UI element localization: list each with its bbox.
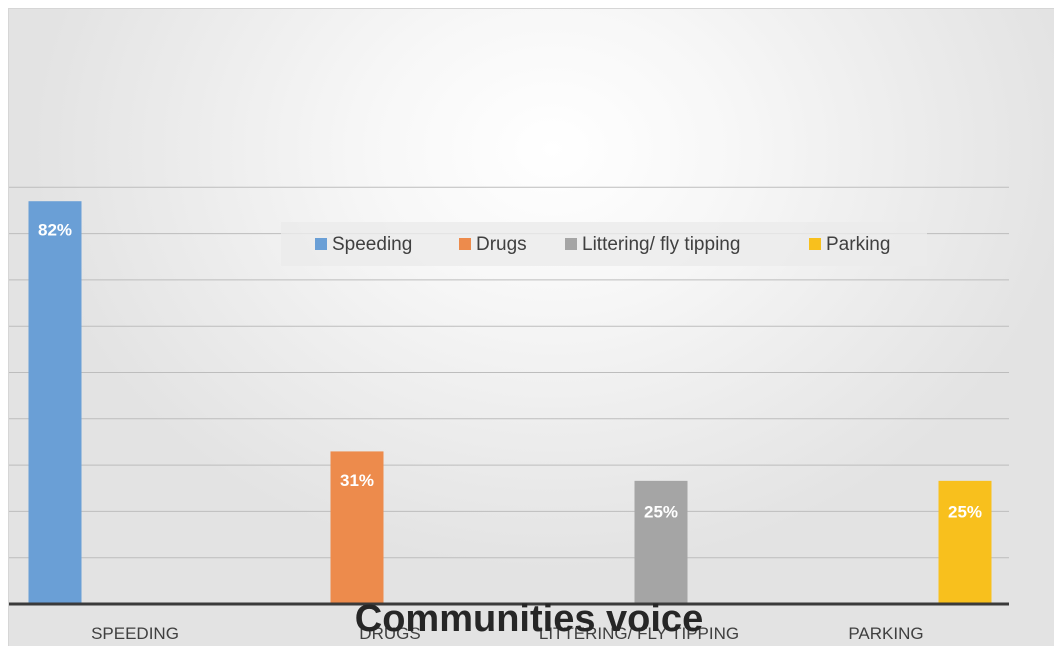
bars [28,201,992,605]
data-labels: 82% 31% 25% 25% [38,221,982,522]
legend: Speeding Drugs Littering/ fly tipping Parki… [281,222,927,266]
data-label: 25% [948,502,982,521]
x-axis-tick-labels: SPEEDING DRUGS LITTERING/ FLY TIPPING PARKI… [91,624,924,643]
legend-swatch [809,238,821,250]
legend-swatch [459,238,471,250]
x-tick-label: DRUGS [359,624,420,643]
gridlines [9,186,1009,559]
x-tick-label: SPEEDING [91,624,179,643]
data-label: 82% [38,221,72,240]
legend-label: Drugs [476,234,527,255]
bar-parking [938,480,992,605]
bar-littering-fly-tipping [634,480,688,605]
legend-swatch [565,238,577,250]
x-tick-label: LITTERING/ FLY TIPPING [539,624,739,643]
bar-chart: 82% 31% 25% 25% SPEEDING DRUGS LITTERING/ FLY… [9,186,1009,643]
legend-swatch [315,238,327,250]
bar-speeding [28,201,82,605]
data-label: 25% [644,502,678,521]
chart-title: Communities voice [355,598,703,640]
legend-label: Speeding [332,234,412,255]
x-tick-label: PARKING [848,624,923,643]
chart-frame: 82% 31% 25% 25% SPEEDING DRUGS LITTERING/ FLY… [8,8,1054,646]
legend-label: Parking [826,234,890,255]
data-label: 31% [340,471,374,490]
legend-label: Littering/ fly tipping [582,234,740,255]
